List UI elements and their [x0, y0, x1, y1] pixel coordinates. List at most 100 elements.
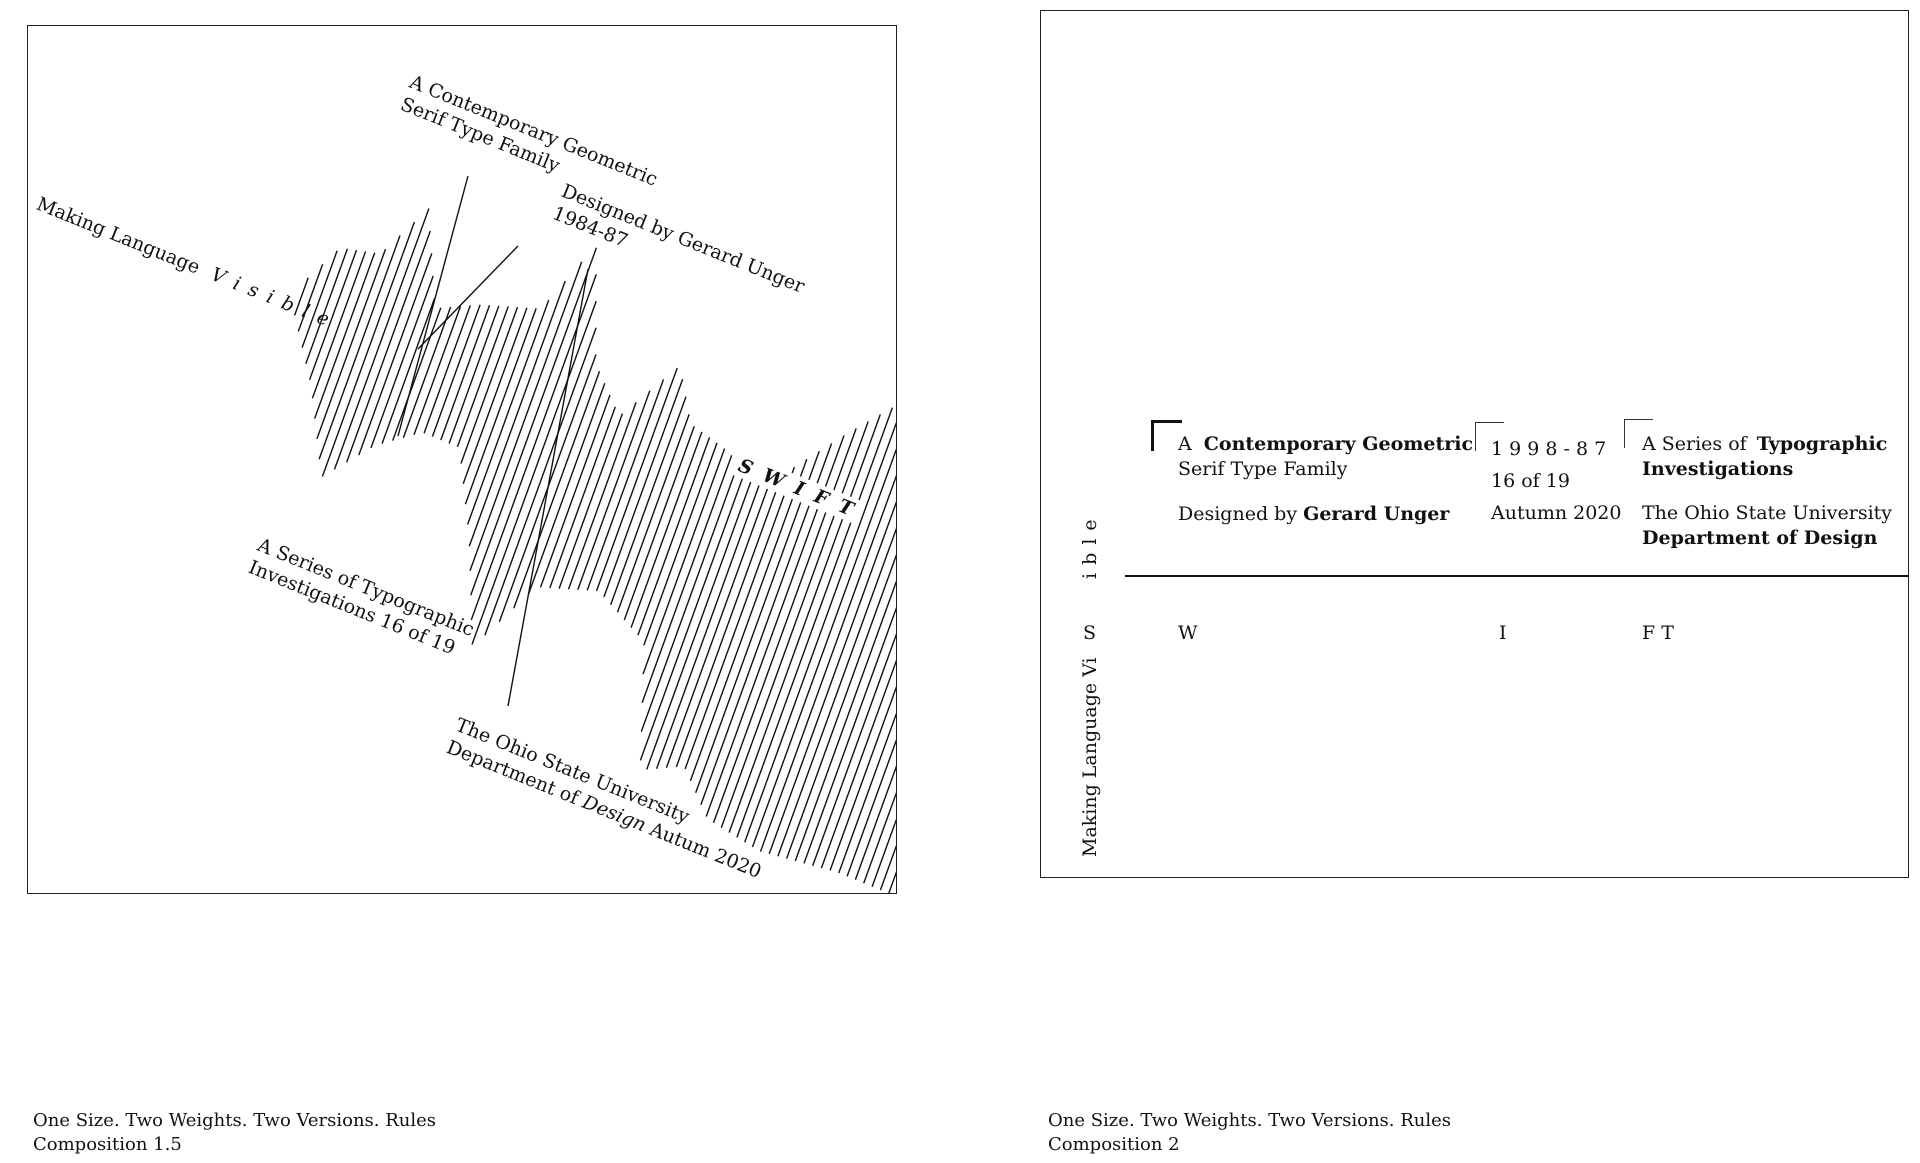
composition-2-panel: A Contemporary Geometric Serif Type Fami…	[1040, 10, 1909, 878]
hatch-rule-67	[744, 421, 896, 843]
vertical-making-language-text: Making Language Vi	[1079, 657, 1101, 857]
hatch-rule-78	[838, 712, 896, 874]
hatch-rule-17	[413, 305, 462, 436]
hatch-rule-1	[297, 264, 324, 332]
col1-title-line: A Contemporary Geometric	[1178, 432, 1473, 457]
hatch-rule-43	[603, 378, 684, 598]
hatch-rule-44	[610, 396, 687, 605]
hatch-rule-25	[464, 308, 537, 505]
hatch-rule-64	[720, 421, 869, 828]
hatch-rules-graphic	[293, 175, 896, 893]
hatch-rule-76	[820, 659, 896, 869]
letters-ft: F T	[1642, 622, 1674, 644]
hatch-rule-58	[684, 466, 796, 770]
hatch-rule-70	[768, 501, 896, 855]
col3-university: The Ohio State University	[1642, 502, 1893, 524]
col1-designer-line: Designed by Gerard Unger	[1178, 502, 1449, 527]
hatch-rule-49	[643, 442, 718, 646]
hatch-rule-35	[527, 382, 606, 595]
hatch-rule-8	[318, 235, 401, 460]
hatch-rule-20	[440, 305, 491, 441]
hatch-rule-34	[513, 371, 601, 609]
hatch-rule-46	[623, 426, 695, 621]
col1-line-2: Serif Type Family	[1178, 458, 1348, 480]
hatch-rule-32	[484, 327, 597, 636]
col3-series-bold-1: Typographic	[1756, 433, 1888, 455]
hatch-rule-37	[549, 406, 616, 589]
hatch-rule-6	[313, 252, 376, 419]
hatch-rule-74	[803, 607, 896, 864]
hatch-rule-80	[854, 765, 896, 881]
hatch-rule-41	[586, 379, 665, 591]
hatch-rule-51	[641, 454, 733, 704]
hatch-rule-10	[333, 208, 430, 470]
hatch-rule-12	[358, 253, 433, 456]
hatch-rule-30	[470, 274, 597, 621]
hatch-rule-47	[630, 431, 703, 628]
hatch-rule-53	[639, 468, 747, 761]
hatch-rule-54	[646, 475, 754, 770]
hatch-rule-7	[316, 248, 387, 440]
col3-series-line: A Series of Typographic	[1642, 432, 1887, 457]
hatch-rule-57	[675, 474, 783, 768]
hatch-rule-15	[392, 307, 442, 441]
hatch-rule-42	[595, 367, 678, 592]
right-caption-line-2: Composition 2	[1048, 1134, 1180, 1155]
hatch-rule-81	[863, 791, 896, 884]
hatch-rule-9	[321, 221, 416, 477]
long-rule-1	[507, 268, 589, 707]
hatch-rule-60	[695, 450, 820, 794]
hatch-rule-75	[812, 633, 896, 866]
hatch-rule-16	[402, 306, 452, 438]
letter-w: W	[1178, 622, 1198, 644]
corner-mark-2	[1475, 422, 1504, 451]
hatch-rule-27	[468, 280, 566, 547]
hatch-rule-56	[665, 482, 771, 769]
vertical-ible-text: i b l e	[1079, 518, 1101, 579]
corner-mark-3	[1624, 419, 1653, 448]
composition-1-5-panel: A Contemporary Geometric Serif Type Fami…	[27, 25, 897, 894]
hatch-rule-4	[308, 249, 358, 381]
left-caption-line-2: Composition 1.5	[33, 1134, 182, 1155]
hatch-rule-26	[466, 299, 550, 525]
hatch-rule-31	[471, 300, 597, 645]
long-rule-2	[417, 245, 519, 350]
left-caption: One Size. Two Weights. Two Versions. Rul…	[33, 1109, 436, 1157]
hatch-rule-11	[346, 230, 431, 463]
hatch-rule-48	[637, 437, 711, 636]
hatch-rule-21	[448, 305, 500, 444]
hatch-rule-55	[655, 482, 761, 769]
hatch-rule-65	[728, 414, 881, 833]
long-rule-0	[397, 175, 469, 437]
col3-series-prefix: A Series of	[1642, 433, 1747, 455]
letter-i: I	[1499, 622, 1507, 644]
col1-designed-by: Designed by	[1178, 503, 1298, 525]
hatch-rule-77	[829, 686, 896, 871]
col1-title-bold: Contemporary Geometric	[1203, 433, 1474, 455]
horizontal-rule	[1125, 575, 1908, 577]
hatch-rule-13	[370, 275, 434, 449]
col2-count: 16 of 19	[1491, 470, 1570, 492]
hatch-rule-39	[567, 401, 637, 590]
hatch-rule-68	[751, 448, 896, 848]
left-caption-line-1: One Size. Two Weights. Two Versions. Rul…	[33, 1110, 437, 1131]
hatch-rule-18	[423, 305, 471, 434]
hatch-rule-14	[381, 298, 436, 444]
letter-s: S	[1083, 622, 1097, 644]
corner-mark-1	[1151, 420, 1182, 451]
hatch-rule-22	[456, 306, 509, 448]
hatch-rule-72	[785, 554, 896, 859]
hatch-rule-71	[777, 527, 896, 857]
hatch-rule-36	[539, 394, 611, 588]
hatch-rule-0	[293, 277, 309, 316]
right-caption: One Size. Two Weights. Two Versions. Rul…	[1048, 1109, 1451, 1157]
hatch-rule-50	[642, 448, 726, 675]
hatch-rule-73	[794, 580, 896, 862]
hatch-rule-40	[577, 390, 651, 591]
hatch-rule-66	[736, 407, 894, 838]
hatch-rule-2	[301, 250, 338, 348]
col1-designer-bold: Gerard Unger	[1303, 503, 1450, 525]
col2-season: Autumn 2020	[1491, 502, 1622, 524]
hatch-rule-38	[558, 413, 624, 589]
col1-a: A	[1178, 433, 1192, 455]
